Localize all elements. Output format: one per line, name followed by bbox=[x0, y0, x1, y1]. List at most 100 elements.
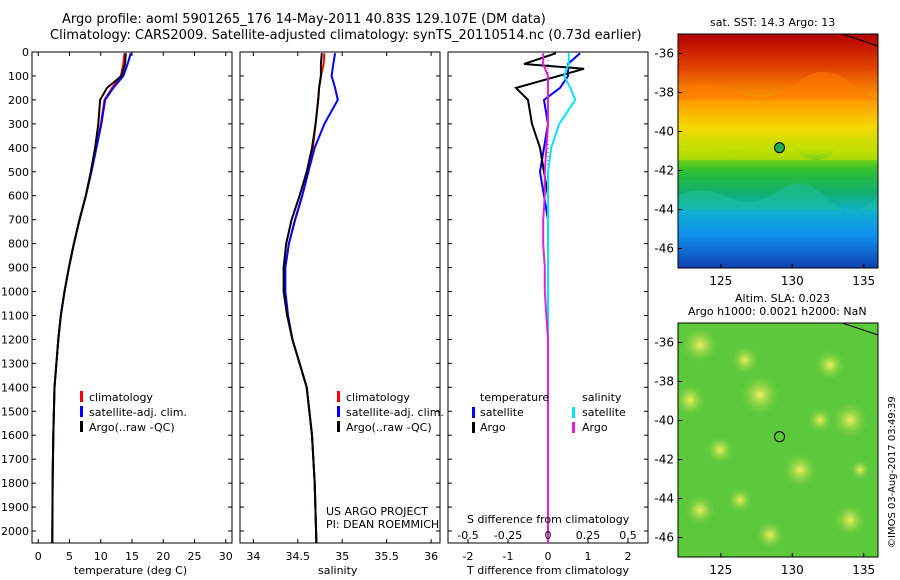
depth-tick-label: 1000 bbox=[1, 286, 29, 299]
depth-tick-label: 1800 bbox=[1, 477, 29, 490]
sal-tick-label: 35 bbox=[335, 550, 349, 563]
sla-anomaly-blob bbox=[740, 375, 780, 415]
depth-tick-label: 1400 bbox=[1, 381, 29, 394]
sst-coastline bbox=[842, 33, 879, 47]
depth-tick-label: 1100 bbox=[1, 309, 29, 322]
salinity-annotation-line2: PI: DEAN ROEMMICH bbox=[326, 518, 440, 531]
sla-xtick-label: 135 bbox=[852, 563, 875, 577]
temp-tick-label: 15 bbox=[125, 550, 139, 563]
legend-label: climatology bbox=[89, 391, 153, 404]
sla-ytick-label: -36 bbox=[654, 336, 674, 350]
s-diff-tick-label: 0 bbox=[545, 529, 552, 542]
temp-tick-label: 5 bbox=[66, 550, 73, 563]
legend-label: satellite bbox=[582, 406, 626, 419]
s-diff-tick-label: -0.5 bbox=[457, 529, 478, 542]
sst-xtick-label: 135 bbox=[852, 274, 875, 288]
legend-swatch-climatology bbox=[80, 391, 83, 402]
salinity-annotation-line1: US ARGO PROJECT bbox=[326, 505, 428, 518]
sla-anomaly-blob bbox=[685, 495, 715, 525]
sla-anomaly-blob bbox=[834, 504, 866, 536]
sla-anomaly-blob bbox=[678, 384, 706, 416]
sla-anomaly-blob bbox=[756, 521, 784, 549]
temp-line-argo bbox=[51, 53, 127, 544]
legend-item: Argo(..raw -QC) bbox=[337, 420, 444, 435]
panel-frame-salinity bbox=[239, 51, 441, 544]
depth-tick-label: 200 bbox=[8, 94, 29, 107]
depth-tick-label: 1300 bbox=[1, 357, 29, 370]
legend-label: satellite bbox=[480, 406, 524, 419]
depth-tick-label: 700 bbox=[8, 214, 29, 227]
depth-tick-label: 1700 bbox=[1, 453, 29, 466]
legend-swatch-argo bbox=[80, 421, 83, 432]
sla-anomaly-blob bbox=[682, 327, 718, 363]
sla-ytick-label: -44 bbox=[654, 492, 674, 506]
sla-anomaly-blob bbox=[815, 350, 845, 380]
s-diff-tick-label: 0.25 bbox=[576, 529, 601, 542]
legend-header-salinity: salinity bbox=[582, 391, 622, 404]
legend-swatch-t-satellite bbox=[472, 407, 475, 418]
sst-map-title: sat. SST: 14.3 Argo: 13 bbox=[710, 16, 836, 29]
depth-tick-label: 800 bbox=[8, 238, 29, 251]
sst-ytick-label: -46 bbox=[654, 242, 674, 256]
sla-anomaly-blob bbox=[808, 408, 832, 432]
sal-line-climatology bbox=[284, 53, 326, 544]
legend-label: satellite-adj. clim. bbox=[89, 406, 187, 419]
sla-xtick-label: 125 bbox=[709, 563, 732, 577]
depth-tick-label: 900 bbox=[8, 262, 29, 275]
sla-map-title-line2: Argo h1000: 0.0021 h2000: NaN bbox=[688, 305, 867, 318]
depth-tick-label: 1500 bbox=[1, 405, 29, 418]
sst-xtick-label: 130 bbox=[781, 274, 804, 288]
sla-argo-marker bbox=[774, 431, 786, 443]
panel-frame-temperature bbox=[31, 51, 233, 544]
depth-tick-label: 1900 bbox=[1, 501, 29, 514]
watermark-text: ©IMOS 03-Aug-2017 03:49:39 bbox=[887, 396, 898, 548]
sla-map-title-line1: Altim. SLA: 0.023 bbox=[735, 292, 831, 305]
page-subtitle: Climatology: CARS2009. Satellite-adjuste… bbox=[50, 28, 642, 43]
depth-tick-label: 100 bbox=[8, 70, 29, 83]
legend-swatch-t-argo bbox=[472, 422, 475, 433]
t-diff-tick-label: 0 bbox=[545, 550, 552, 563]
sst-ytick-label: -40 bbox=[654, 125, 674, 139]
diff-line-salinity-satellite bbox=[547, 53, 577, 543]
depth-tick-label: 0 bbox=[22, 46, 29, 59]
sst-ytick-label: -42 bbox=[654, 164, 674, 178]
legend-label: Argo bbox=[480, 421, 506, 434]
legend-label: climatology bbox=[346, 391, 410, 404]
temp-tick-label: 10 bbox=[94, 550, 108, 563]
s-diff-tick-label: 0.5 bbox=[619, 529, 637, 542]
t-diff-tick-label: -2 bbox=[463, 550, 474, 563]
legend-swatch-climatology bbox=[337, 391, 340, 402]
sla-anomaly-blob bbox=[850, 460, 870, 480]
depth-tick-label: 1200 bbox=[1, 333, 29, 346]
difference-top-xlabel: S difference from climatology bbox=[467, 513, 630, 526]
legend-label: Argo(..raw -QC) bbox=[346, 421, 432, 434]
diff-line-temperature-argo bbox=[514, 52, 585, 543]
legend-header-row: temperature salinity bbox=[470, 390, 640, 405]
legend-swatch-satellite bbox=[80, 406, 83, 417]
sla-anomaly-blob bbox=[706, 436, 734, 464]
depth-tick-label: 300 bbox=[8, 118, 29, 131]
sal-line-satellite-adj. bbox=[284, 53, 339, 544]
diff-line-salinity-argo bbox=[542, 53, 549, 543]
t-diff-tick-label: 1 bbox=[585, 550, 592, 563]
legend-label: satellite-adj. clim. bbox=[346, 406, 444, 419]
legend-row: satellite satellite bbox=[470, 405, 640, 420]
sla-anomaly-blob bbox=[783, 453, 817, 487]
sla-anomaly-blob bbox=[832, 402, 868, 438]
temp-tick-label: 0 bbox=[35, 550, 42, 563]
sst-ytick-label: -44 bbox=[654, 203, 674, 217]
sla-anomaly-blob bbox=[731, 346, 759, 374]
sla-ytick-label: -42 bbox=[654, 453, 674, 467]
sal-tick-label: 34 bbox=[246, 550, 260, 563]
sst-ytick-label: -38 bbox=[654, 86, 674, 100]
t-diff-tick-label: -1 bbox=[503, 550, 514, 563]
temperature-legend: climatology satellite-adj. clim. Argo(..… bbox=[80, 390, 187, 435]
legend-item: Argo(..raw -QC) bbox=[80, 420, 187, 435]
sla-coastline bbox=[842, 322, 879, 336]
temp-tick-label: 25 bbox=[188, 550, 202, 563]
t-diff-tick-label: 2 bbox=[625, 550, 632, 563]
legend-item: climatology bbox=[80, 390, 187, 405]
difference-legend: temperature salinity satellite satellite… bbox=[470, 390, 640, 435]
salinity-legend: climatology satellite-adj. clim. Argo(..… bbox=[337, 390, 444, 435]
